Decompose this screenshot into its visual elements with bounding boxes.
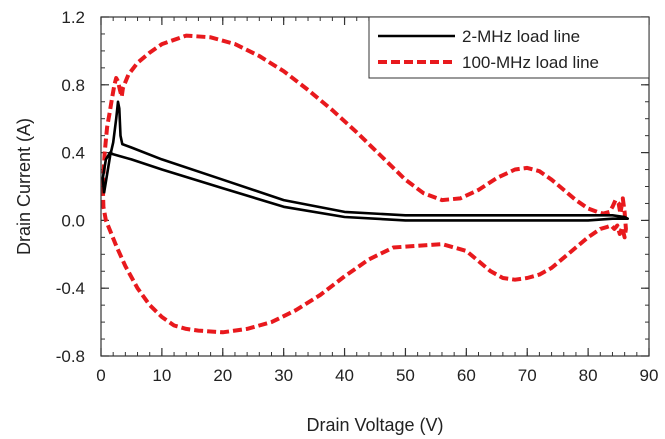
legend-label-100mhz: 100-MHz load line <box>462 53 599 72</box>
series-line-100mhz <box>100 33 628 335</box>
legend-label-2mhz: 2-MHz load line <box>462 27 580 46</box>
x-tick-label: 50 <box>396 366 415 385</box>
x-tick-label: 70 <box>518 366 537 385</box>
x-tick-label: 30 <box>274 366 293 385</box>
y-tick-label: -0.4 <box>56 279 85 298</box>
y-tick-label: 1.2 <box>61 8 85 27</box>
series-line-2mhz <box>101 100 630 222</box>
x-tick-label: 0 <box>96 366 105 385</box>
y-tick-label: 0.4 <box>61 144 85 163</box>
x-axis-title: Drain Voltage (V) <box>306 415 443 435</box>
x-tick-label: 80 <box>579 366 598 385</box>
y-axis-title: Drain Current (A) <box>14 118 34 255</box>
x-tick-label: 60 <box>457 366 476 385</box>
y-tick-label: 0.0 <box>61 211 85 230</box>
y-tick-labels: -0.8 -0.4 0.0 0.4 0.8 1.2 <box>56 8 85 366</box>
x-tick-label: 90 <box>640 366 659 385</box>
x-tick-labels: 0 10 20 30 40 50 60 70 80 90 <box>96 366 658 385</box>
series-layer <box>100 33 630 335</box>
y-tick-label: -0.8 <box>56 347 85 366</box>
y-tick-label: 0.8 <box>61 76 85 95</box>
legend: 2-MHz load line 100-MHz load line <box>368 16 650 79</box>
x-tick-label: 40 <box>335 366 354 385</box>
x-tick-label: 20 <box>213 366 232 385</box>
legend-box <box>368 16 650 79</box>
x-tick-label: 10 <box>152 366 171 385</box>
